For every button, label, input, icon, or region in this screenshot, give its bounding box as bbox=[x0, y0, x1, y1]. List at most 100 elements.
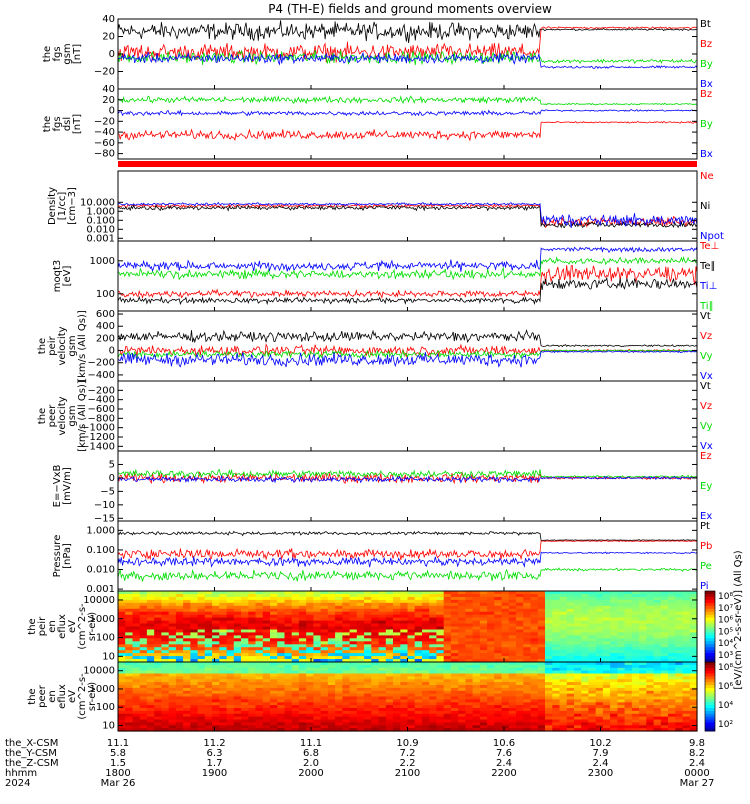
heat-cell bbox=[639, 719, 647, 723]
heat-cell bbox=[327, 682, 336, 686]
heat-cell bbox=[327, 608, 336, 613]
heat-cell bbox=[508, 653, 517, 657]
heat-cell bbox=[349, 693, 358, 698]
heat-cell bbox=[479, 716, 488, 721]
xtick-label: 11.2 bbox=[203, 738, 225, 749]
heat-cell bbox=[125, 623, 133, 628]
heat-cell bbox=[602, 725, 611, 729]
ytick-label: −15 bbox=[94, 513, 115, 524]
heat-cell bbox=[581, 699, 589, 703]
heat-cell bbox=[552, 650, 561, 654]
heat-cell bbox=[472, 650, 481, 654]
heat-cell bbox=[530, 705, 539, 709]
heat-cell bbox=[516, 641, 524, 645]
heat-cell bbox=[523, 602, 532, 607]
heat-cell bbox=[349, 635, 358, 639]
ytick-label: 1000 bbox=[90, 256, 115, 267]
heat-cell bbox=[212, 716, 220, 721]
heat-cell bbox=[436, 608, 445, 613]
heat-cell bbox=[646, 626, 655, 631]
heat-cell bbox=[342, 713, 351, 718]
heat-cell bbox=[175, 685, 184, 689]
colorbar-cell bbox=[705, 611, 715, 616]
heat-cell bbox=[516, 596, 524, 601]
heat-cell bbox=[458, 594, 466, 598]
colorbar-cell bbox=[705, 638, 715, 642]
heat-cell bbox=[371, 644, 380, 648]
heat-cell bbox=[501, 602, 510, 607]
heat-cell bbox=[306, 679, 314, 683]
heat-cell bbox=[298, 617, 307, 622]
heat-cell bbox=[204, 664, 213, 669]
heat-cell bbox=[436, 716, 445, 721]
heat-cell bbox=[298, 629, 307, 634]
heat-cell bbox=[689, 662, 698, 666]
heat-cell bbox=[212, 705, 220, 709]
heat-cell bbox=[154, 673, 162, 677]
heat-cell bbox=[335, 716, 343, 721]
heat-cell bbox=[349, 629, 358, 634]
heat-cell bbox=[566, 667, 575, 672]
heat-cell bbox=[639, 662, 647, 666]
heat-cell bbox=[393, 591, 401, 595]
heat-cell bbox=[327, 611, 336, 616]
heat-cell bbox=[168, 725, 177, 729]
heat-cell bbox=[479, 594, 488, 598]
heat-cell bbox=[298, 719, 307, 723]
heat-cell bbox=[270, 670, 278, 675]
heat-cell bbox=[197, 705, 206, 709]
heat-cell bbox=[624, 713, 633, 718]
heat-cell bbox=[429, 728, 437, 732]
heat-cell bbox=[414, 635, 423, 639]
heat-cell bbox=[400, 676, 409, 680]
heat-cell bbox=[559, 716, 568, 721]
heat-cell bbox=[501, 596, 510, 601]
heat-cell bbox=[537, 710, 546, 715]
heat-cell bbox=[277, 614, 285, 619]
heat-cell bbox=[574, 650, 582, 654]
heat-cell bbox=[284, 696, 293, 700]
heat-cell bbox=[197, 599, 206, 604]
heat-cell bbox=[581, 713, 589, 718]
heat-cell bbox=[487, 617, 495, 622]
heat-cell bbox=[125, 626, 133, 631]
heat-cell bbox=[190, 716, 199, 721]
heat-cell bbox=[429, 596, 437, 601]
heat-cell bbox=[241, 685, 249, 689]
heat-cell bbox=[494, 728, 503, 732]
heat-cell bbox=[617, 614, 626, 619]
heat-cell bbox=[277, 664, 285, 669]
heat-cell bbox=[342, 647, 351, 651]
heat-cell bbox=[458, 602, 466, 607]
heat-cell bbox=[400, 608, 409, 613]
heat-cell bbox=[284, 685, 293, 689]
heat-cell bbox=[284, 687, 293, 692]
heat-cell bbox=[146, 594, 155, 598]
heat-cell bbox=[530, 702, 539, 706]
heat-cell bbox=[364, 676, 372, 680]
heat-cell bbox=[566, 641, 575, 645]
colorbar-label: 10⁴ bbox=[718, 701, 733, 711]
heat-cell bbox=[689, 699, 698, 703]
heat-cell bbox=[255, 608, 264, 613]
heat-cell bbox=[219, 635, 228, 639]
heat-cell bbox=[212, 647, 220, 651]
heat-cell bbox=[675, 659, 684, 663]
heat-cell bbox=[595, 602, 604, 607]
heat-cell bbox=[595, 693, 604, 698]
heat-cell bbox=[241, 722, 249, 726]
heat-cell bbox=[472, 608, 481, 613]
heat-cell bbox=[530, 713, 539, 718]
heat-cell bbox=[487, 650, 495, 654]
heat-cell bbox=[588, 696, 597, 700]
heat-cell bbox=[487, 614, 495, 619]
heat-cell bbox=[414, 682, 423, 686]
ylabel-line: gsm bbox=[67, 405, 78, 426]
heat-cell bbox=[668, 716, 676, 721]
heat-cell bbox=[516, 638, 524, 642]
heat-cell bbox=[530, 690, 539, 695]
heat-cell bbox=[450, 716, 459, 721]
heat-cell bbox=[422, 635, 430, 639]
heat-cell bbox=[581, 629, 589, 634]
heat-cell bbox=[400, 679, 409, 683]
